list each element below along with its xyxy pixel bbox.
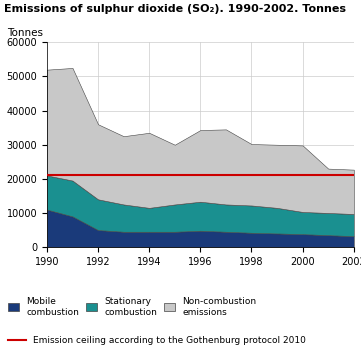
Legend: Mobile
combustion, Stationary
combustion, Non-combustion
emissions: Mobile combustion, Stationary combustion…: [8, 297, 257, 317]
Text: Emissions of sulphur dioxide (SO₂). 1990-2002. Tonnes: Emissions of sulphur dioxide (SO₂). 1990…: [4, 4, 345, 13]
Legend: Emission ceiling according to the Gothenburg protocol 2010: Emission ceiling according to the Gothen…: [8, 336, 306, 345]
Text: Tonnes: Tonnes: [7, 28, 43, 38]
